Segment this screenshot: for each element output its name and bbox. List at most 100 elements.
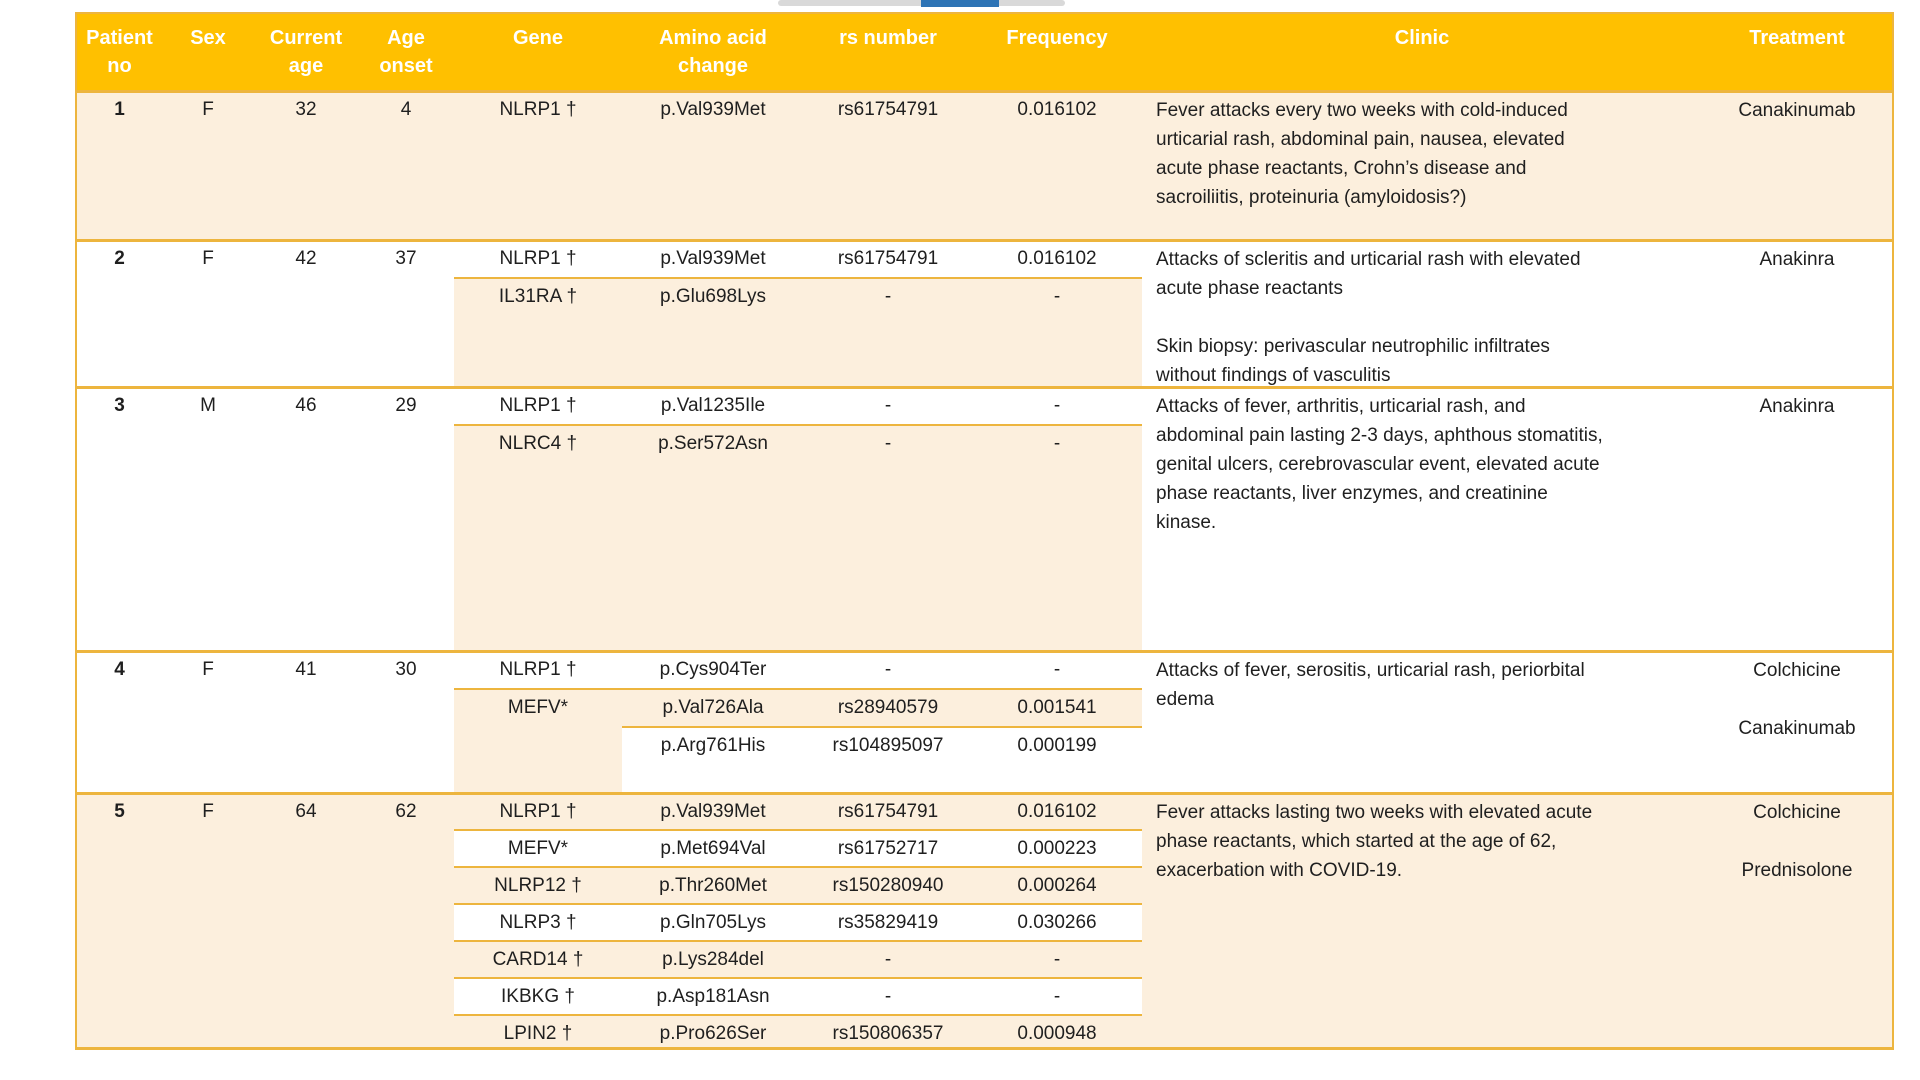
variant-row-separator	[454, 829, 1142, 831]
cell-frequency: -	[1053, 286, 1061, 307]
patients-table: Patient no Sex Current age Age onset Gene Ami…	[75, 12, 1894, 1050]
header-cell-frequency: Frequency	[1006, 27, 1108, 49]
cell-frequency: 0.000199	[1017, 735, 1097, 756]
cell-amino-acid-change: p.Val1235Ile	[660, 395, 766, 416]
header-cell-rs-number: rs number	[839, 27, 937, 49]
cell-gene: IKBKG †	[501, 986, 575, 1007]
cell-current-age: 64	[295, 801, 317, 822]
header-cell-clinic: Clinic	[1394, 27, 1450, 49]
gene-span-background	[454, 726, 622, 792]
cell-rs-number: rs61754791	[837, 801, 939, 822]
cell-frequency: -	[1053, 395, 1061, 416]
patient-row-background	[77, 90, 1892, 239]
header-cell-current-age: Current age	[269, 27, 343, 77]
cell-frequency: 0.000223	[1017, 838, 1097, 859]
cell-frequency: 0.016102	[1017, 801, 1097, 822]
cell-current-age: 46	[295, 395, 317, 416]
cell-sex: F	[202, 801, 214, 822]
cell-gene: IL31RA †	[498, 286, 578, 307]
header-cell-treatment: Treatment	[1749, 27, 1845, 49]
cell-frequency: -	[1053, 433, 1061, 454]
cell-gene: NLRP1 †	[499, 395, 577, 416]
cell-sex: F	[202, 659, 214, 680]
cell-treatment: Anakinra	[1759, 249, 1835, 270]
cell-gene: NLRP1 †	[499, 801, 577, 822]
cell-rs-number: rs150280940	[832, 875, 944, 896]
cell-gene: NLRP1 †	[499, 659, 577, 680]
cell-gene: NLRP1 †	[499, 99, 577, 120]
cell-gene: CARD14 †	[492, 949, 584, 970]
cell-frequency: -	[1053, 986, 1061, 1007]
cell-rs-number: -	[884, 286, 892, 307]
cell-rs-number: rs104895097	[832, 735, 944, 756]
cell-frequency: -	[1053, 659, 1061, 680]
cell-frequency: 0.030266	[1017, 912, 1097, 933]
cell-age-onset: 4	[400, 99, 412, 120]
cell-gene: NLRP12 †	[494, 875, 582, 896]
variant-row-separator	[454, 1014, 1142, 1016]
cell-amino-acid-change: p.Ser572Asn	[658, 433, 768, 454]
cell-age-onset: 29	[395, 395, 417, 416]
cell-patient-no: 4	[114, 659, 125, 680]
header-cell-sex: Sex	[190, 27, 226, 49]
variant-row-stripe	[454, 903, 1142, 940]
variant-row-separator	[454, 940, 1142, 942]
cell-sex: F	[202, 248, 214, 269]
header-cell-patient-no: Patient no	[86, 27, 153, 77]
cell-frequency: 0.000948	[1017, 1023, 1097, 1044]
cell-age-onset: 30	[395, 659, 417, 680]
cell-rs-number: rs61752717	[837, 838, 939, 859]
cell-gene: MEFV*	[507, 838, 569, 859]
cell-amino-acid-change: p.Gln705Lys	[660, 912, 766, 933]
cell-frequency: 0.001541	[1017, 697, 1097, 718]
cell-rs-number: -	[884, 433, 892, 454]
cell-frequency: 0.000264	[1017, 875, 1097, 896]
variant-row-separator	[454, 866, 1142, 868]
variant-row-stripe	[454, 424, 1142, 650]
variant-row-separator	[454, 277, 1142, 279]
variant-row-stripe	[454, 977, 1142, 1014]
cell-rs-number: rs61754791	[837, 248, 939, 269]
cell-current-age: 41	[295, 659, 317, 680]
cell-treatment: Colchicine Prednisolone	[1741, 802, 1853, 881]
variant-row-separator	[454, 424, 1142, 426]
variant-row-separator	[622, 726, 1142, 728]
header-cell-gene: Gene	[512, 27, 564, 49]
cell-frequency: 0.016102	[1017, 248, 1097, 269]
patient-block-separator	[77, 792, 1892, 795]
cell-rs-number: -	[884, 986, 892, 1007]
cell-patient-no: 2	[114, 248, 125, 269]
cell-gene: NLRP1 †	[499, 248, 577, 269]
cell-frequency: 0.016102	[1017, 99, 1097, 120]
patient-block-separator	[77, 650, 1892, 653]
cell-amino-acid-change: p.Pro626Ser	[659, 1023, 767, 1044]
patient-block-separator	[77, 90, 1892, 93]
scrollbar-thumb[interactable]	[921, 0, 999, 7]
cell-amino-acid-change: p.Val939Met	[660, 99, 766, 120]
cell-gene: MEFV*	[507, 697, 569, 718]
cell-treatment: Colchicine Canakinumab	[1738, 660, 1856, 739]
cell-current-age: 32	[295, 99, 317, 120]
cell-clinic: Attacks of scleritis and urticarial rash…	[1156, 249, 1581, 386]
cell-treatment: Anakinra	[1759, 396, 1835, 417]
variant-row-separator	[454, 688, 1142, 690]
header-background	[77, 14, 1892, 90]
cell-rs-number: rs150806357	[832, 1023, 944, 1044]
header-cell-amino-acid-change: Amino acid change	[659, 27, 767, 77]
cell-rs-number: -	[884, 659, 892, 680]
patient-block-separator	[77, 386, 1892, 389]
variant-row-stripe	[454, 277, 1142, 386]
cell-clinic: Fever attacks every two weeks with cold-…	[1156, 100, 1568, 208]
variant-row-separator	[454, 903, 1142, 905]
cell-treatment: Canakinumab	[1738, 100, 1856, 121]
cell-gene: LPIN2 †	[503, 1023, 573, 1044]
variant-row-stripe	[454, 688, 1142, 726]
cell-patient-no: 3	[114, 395, 125, 416]
patient-block-separator	[77, 239, 1892, 242]
cell-age-onset: 37	[395, 248, 417, 269]
cell-rs-number: rs35829419	[837, 912, 939, 933]
cell-amino-acid-change: p.Val939Met	[660, 801, 766, 822]
cell-amino-acid-change: p.Val939Met	[660, 248, 766, 269]
cell-sex: F	[202, 99, 214, 120]
